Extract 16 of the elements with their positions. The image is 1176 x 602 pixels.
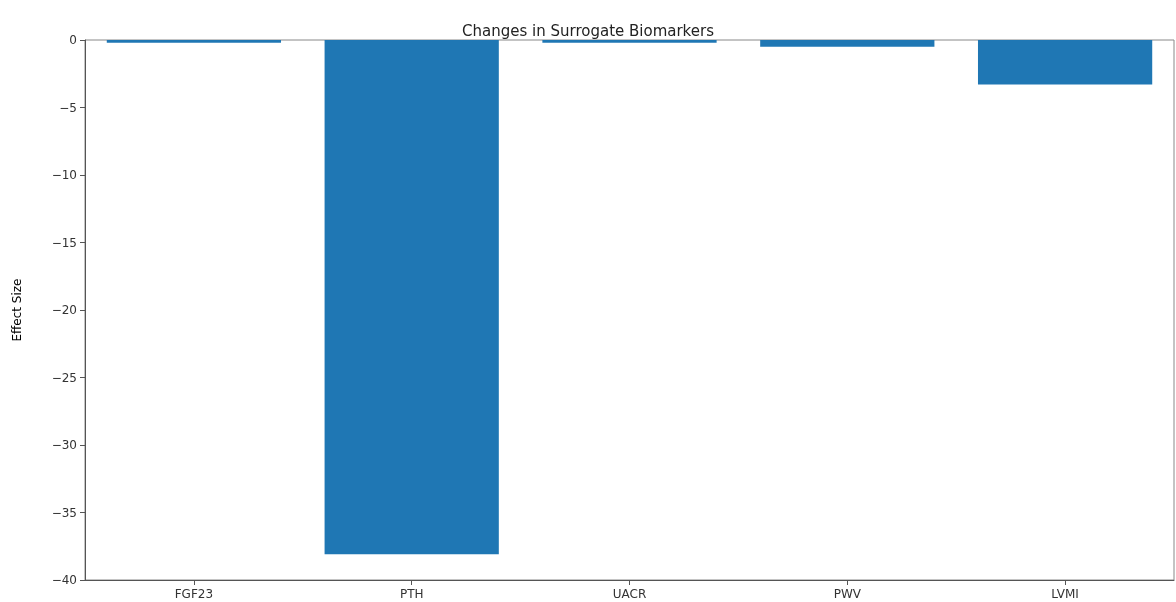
x-tick-label: UACR [612, 587, 647, 601]
x-tick-label: PWV [833, 587, 862, 601]
y-axis-title: Effect Size [10, 278, 24, 342]
y-tick-label: −25 [51, 370, 77, 385]
x-tick-label: FGF23 [174, 587, 214, 601]
chart-title: Changes in Surrogate Biomarkers [462, 21, 715, 40]
y-tick-label: −15 [51, 235, 77, 250]
x-tick-label: LVMI [1051, 587, 1079, 601]
y-tick-label: −5 [59, 100, 77, 115]
x-tick-label: PTH [399, 587, 424, 601]
y-tick-label: −30 [51, 438, 77, 452]
y-tick-label: −35 [51, 505, 77, 520]
y-tick-label: −10 [51, 168, 77, 182]
y-tick-label: −40 [51, 573, 77, 587]
y-tick-label: 0 [69, 33, 77, 47]
y-tick-label: −20 [51, 303, 77, 317]
